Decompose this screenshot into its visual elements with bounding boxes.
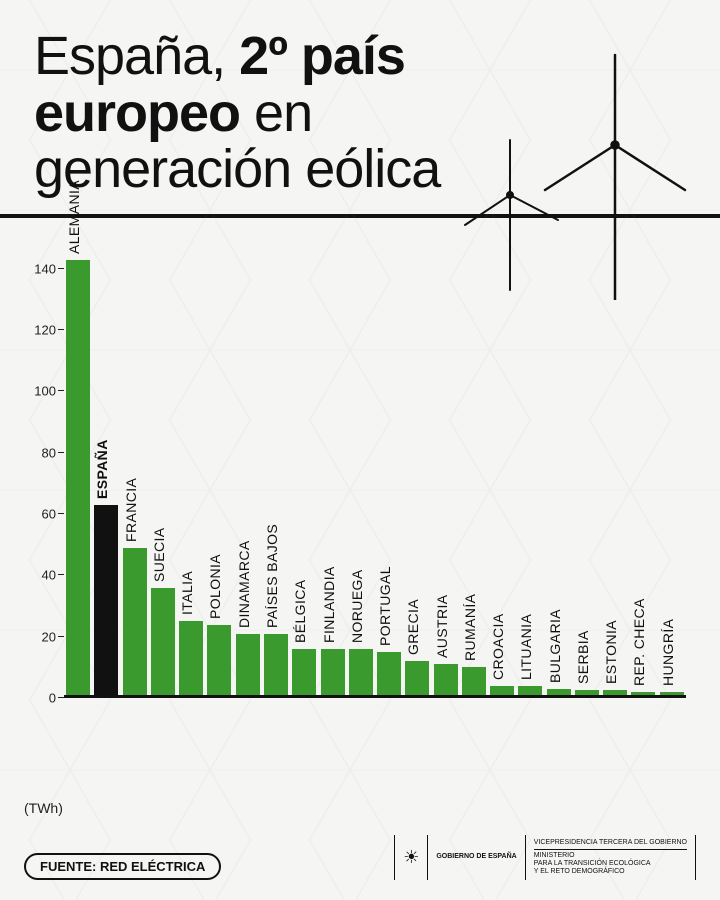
footer: FUENTE: RED ELÉCTRICA ☀ GOBIERNO DE ESPA…: [24, 835, 696, 880]
bar: DINAMARCA: [236, 634, 260, 695]
gov-entity: GOBIERNO DE ESPAÑA: [428, 835, 525, 880]
bar-slot: ESTONIA: [603, 238, 627, 695]
bar-slot: SERBIA: [575, 238, 599, 695]
bar-label: LITUANIA: [518, 614, 534, 680]
page-title: España, 2º país europeo en generación eó…: [34, 28, 454, 198]
y-tick-label: 140: [34, 261, 56, 276]
bar-slot: ALEMANIA: [66, 238, 90, 695]
bar-label: BULGARIA: [547, 609, 563, 683]
bar: FINLANDIA: [321, 649, 345, 695]
gov-dept-line2c: Y EL RETO DEMOGRÁFICO: [534, 868, 687, 876]
y-axis: 020406080100120140: [26, 238, 64, 698]
bar-label: DINAMARCA: [236, 540, 252, 628]
bar: PAÍSES BAJOS: [264, 634, 288, 695]
bar-slot: FINLANDIA: [320, 238, 344, 695]
gov-dept-line2b: PARA LA TRANSICIÓN ECOLÓGICA: [534, 860, 687, 868]
bar-slot: BULGARIA: [547, 238, 571, 695]
bar-slot: DINAMARCA: [236, 238, 260, 695]
bar-slot: BÉLGICA: [292, 238, 316, 695]
bar: FRANCIA: [123, 548, 147, 695]
bar-label: FINLANDIA: [321, 566, 337, 643]
bar: HUNGRÍA: [660, 692, 684, 695]
bar-slot: HUNGRÍA: [660, 238, 684, 695]
bar-label: GRECIA: [405, 599, 421, 655]
bar: ESTONIA: [603, 690, 627, 695]
bar-label: ESTONIA: [603, 620, 619, 684]
bar-label: HUNGRÍA: [660, 619, 676, 686]
bar-chart: 020406080100120140 ALEMANIAESPAÑAFRANCIA…: [0, 218, 720, 698]
bar: ITALIA: [179, 621, 203, 695]
bar-slot: AUSTRIA: [433, 238, 457, 695]
gov-dept: VICEPRESIDENCIA TERCERA DEL GOBIERNO MIN…: [526, 835, 696, 880]
bar-slot: SUECIA: [151, 238, 175, 695]
bar: LITUANIA: [518, 686, 542, 695]
bar: NORUEGA: [349, 649, 373, 695]
bar: BÉLGICA: [292, 649, 316, 695]
bar-label: NORUEGA: [349, 569, 365, 643]
bar: AUSTRIA: [434, 664, 458, 695]
bar: REP. CHECA: [631, 692, 655, 695]
y-tick-label: 120: [34, 323, 56, 338]
government-attribution: ☀ GOBIERNO DE ESPAÑA VICEPRESIDENCIA TER…: [394, 835, 696, 880]
bar-slot: CROACIA: [490, 238, 514, 695]
bar-label: PAÍSES BAJOS: [264, 524, 280, 628]
y-axis-unit: (TWh): [24, 800, 63, 816]
bar-label: ALEMANIA: [66, 180, 82, 254]
title-pre: España,: [34, 26, 239, 86]
bar-label: AUSTRIA: [434, 595, 450, 658]
gov-dept-line2a: MINISTERIO: [534, 852, 687, 860]
source-pill: FUENTE: RED ELÉCTRICA: [24, 853, 221, 880]
y-tick-label: 80: [42, 445, 56, 460]
header: España, 2º país europeo en generación eó…: [0, 0, 720, 214]
bar-label: POLONIA: [207, 553, 223, 618]
bar-slot: RUMANÍA: [462, 238, 486, 695]
bar: ALEMANIA: [66, 260, 90, 695]
bar: POLONIA: [207, 625, 231, 696]
bar-slot: REP. CHECA: [631, 238, 655, 695]
bars-container: ALEMANIAESPAÑAFRANCIASUECIAITALIAPOLONIA…: [64, 238, 686, 695]
y-tick-label: 60: [42, 507, 56, 522]
bar-slot: ESPAÑA: [94, 238, 118, 695]
bar-label: CROACIA: [490, 613, 506, 680]
bar-slot: PAÍSES BAJOS: [264, 238, 288, 695]
spain-crest-icon: ☀: [395, 835, 428, 880]
bar: RUMANÍA: [462, 667, 486, 695]
bar-label: FRANCIA: [123, 478, 139, 542]
bar: PORTUGAL: [377, 652, 401, 695]
bar-slot: FRANCIA: [123, 238, 147, 695]
bar-slot: LITUANIA: [518, 238, 542, 695]
bar: SUECIA: [151, 588, 175, 695]
bar-slot: ITALIA: [179, 238, 203, 695]
plot-area: ALEMANIAESPAÑAFRANCIASUECIAITALIAPOLONIA…: [64, 238, 686, 698]
bar-label: PORTUGAL: [377, 566, 393, 646]
y-tick-label: 40: [42, 568, 56, 583]
bar-slot: PORTUGAL: [377, 238, 401, 695]
y-tick-label: 100: [34, 384, 56, 399]
bar-label: RUMANÍA: [462, 594, 478, 661]
bar-label: REP. CHECA: [631, 598, 647, 686]
bar-slot: POLONIA: [207, 238, 231, 695]
gov-entity-line1: GOBIERNO DE ESPAÑA: [436, 853, 516, 861]
bar-label: ITALIA: [179, 571, 195, 615]
bar-slot: GRECIA: [405, 238, 429, 695]
bar: CROACIA: [490, 686, 514, 695]
bar-label: SERBIA: [575, 631, 591, 685]
bar-label: ESPAÑA: [94, 439, 110, 499]
bar: SERBIA: [575, 690, 599, 695]
bar: BULGARIA: [547, 689, 571, 695]
gov-dept-line1: VICEPRESIDENCIA TERCERA DEL GOBIERNO: [534, 839, 687, 847]
bar: ESPAÑA: [94, 505, 118, 695]
bar-label: SUECIA: [151, 527, 167, 582]
bar-slot: NORUEGA: [349, 238, 373, 695]
bar: GRECIA: [405, 661, 429, 695]
y-tick-label: 0: [49, 691, 56, 706]
y-tick-label: 20: [42, 629, 56, 644]
bar-label: BÉLGICA: [292, 580, 308, 644]
